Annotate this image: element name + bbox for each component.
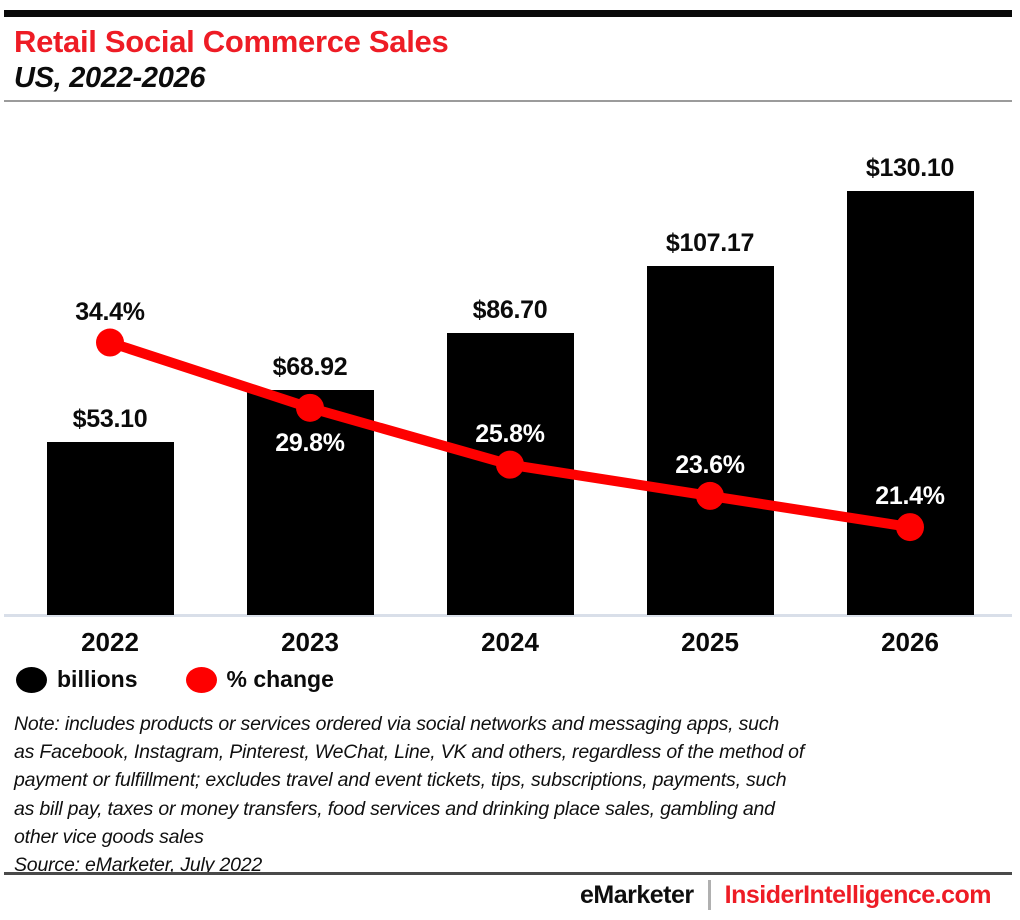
top-accent-bar [4, 10, 1012, 17]
chart-subtitle: US, 2022-2026 [14, 62, 206, 94]
legend-pct-change-label: % change [226, 666, 334, 692]
x-axis-label-2026: 2026 [881, 627, 939, 657]
x-axis-label-2024: 2024 [481, 627, 539, 657]
trend-dot-2026 [896, 513, 924, 542]
pct-label-2024: 25.8% [475, 419, 545, 448]
bar-value-label-2023: $68.92 [272, 353, 348, 382]
bar-2026 [846, 191, 974, 615]
x-axis-line [4, 614, 1012, 617]
pct-label-2022: 34.4% [75, 297, 145, 326]
footer-divider [4, 872, 1012, 875]
chart-title: Retail Social Commerce Sales [14, 24, 449, 59]
bar-2022 [46, 442, 174, 615]
bar-2023 [246, 390, 374, 615]
legend-billions-label: billions [57, 666, 138, 692]
chart-area: $53.10 2022 $68.92 2023 $86.70 2024 $107.17 202… [4, 154, 1012, 657]
bar-value-label-2024: $86.70 [472, 295, 548, 324]
trend-line [96, 328, 924, 542]
trend-dot-2022 [96, 328, 124, 357]
footer-separator [707, 880, 711, 910]
legend-billions-swatch [16, 666, 47, 693]
trend-dot-2023 [296, 393, 324, 422]
emarketer-logo-text: eMarketer [580, 880, 694, 909]
source-text: Source: eMarketer, July 2022 [14, 854, 263, 876]
footer: eMarketer InsiderIntelligence.com [580, 880, 992, 910]
x-axis-label-2023: 2023 [281, 627, 339, 657]
bar-value-label-2022: $53.10 [72, 405, 148, 433]
note-text: Note: includes products or services orde… [14, 713, 805, 848]
pct-label-2026: 21.4% [875, 482, 945, 511]
insider-intelligence-link[interactable]: InsiderIntelligence.com [724, 880, 992, 909]
legend-item-billions: billions [16, 666, 138, 693]
trend-dot-2024 [496, 450, 524, 479]
legend-item-pct-change: % change [185, 666, 334, 693]
bar-2025 [646, 265, 774, 615]
legend-pct-change-swatch [185, 666, 217, 693]
bar-value-label-2025: $107.17 [665, 228, 755, 257]
bar-value-label-2026: $130.10 [865, 154, 955, 183]
trend-dot-2025 [696, 481, 724, 510]
pct-label-2025: 23.6% [675, 450, 745, 479]
x-axis-label-2022: 2022 [81, 627, 139, 657]
pct-label-2023: 29.8% [275, 428, 345, 457]
header-divider [4, 100, 1012, 102]
x-axis-label-2025: 2025 [681, 627, 739, 657]
legend: billions % change [16, 666, 334, 693]
